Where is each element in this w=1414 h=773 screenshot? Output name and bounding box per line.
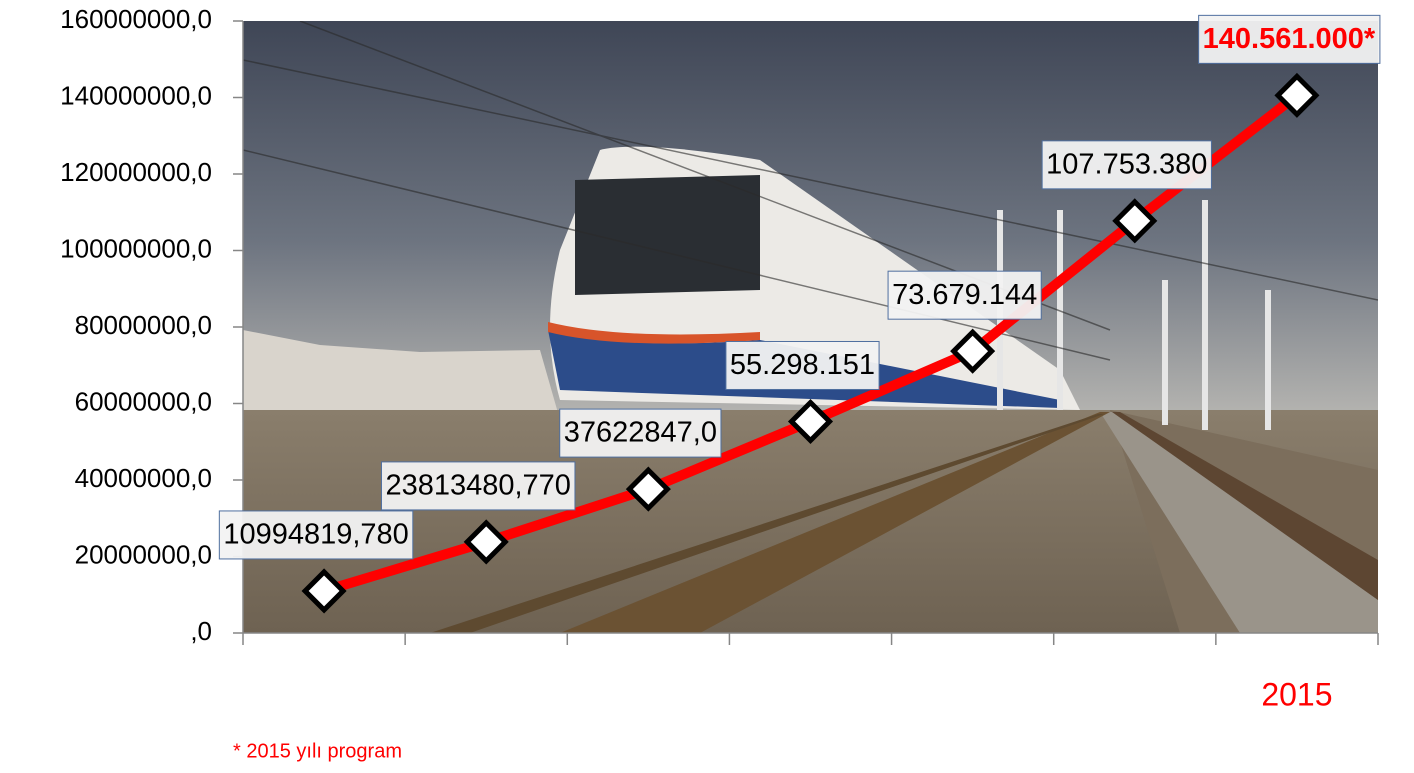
y-tick-label: 40000000,0 (75, 463, 212, 493)
y-tick-label: 80000000,0 (75, 310, 212, 340)
data-label-box (725, 340, 880, 390)
marker (787, 398, 834, 445)
data-label: 37622847,0 (559, 408, 722, 458)
y-tick-label: 20000000,0 (75, 539, 212, 569)
footnote: * 2015 yılı program (233, 740, 402, 762)
marker (301, 568, 347, 614)
y-tick-label: 60000000,0 (75, 386, 212, 416)
data-label-box (887, 270, 1042, 320)
data-label-box (1041, 140, 1212, 190)
data-label-box (218, 510, 414, 560)
data-label: 73.679.144 (887, 270, 1042, 320)
data-label-text: 107.753.380 (1046, 148, 1207, 180)
data-label-text: 10994819,780 (223, 519, 408, 551)
y-tick-label: 120000000,0 (60, 157, 212, 187)
data-label-box (1198, 14, 1381, 64)
data-label-box (380, 461, 576, 511)
data-label-box (559, 408, 722, 458)
data-label: 23813480,770 (380, 461, 576, 511)
data-label-text: 73.679.144 (892, 279, 1037, 311)
data-label: 140.561.000* (1198, 14, 1381, 64)
y-tick-label: ,0 (190, 616, 212, 646)
marker (625, 466, 671, 512)
data-label-text: 37622847,0 (564, 417, 717, 449)
data-label: 10994819,780 (218, 510, 414, 560)
y-tick-label: 100000000,0 (60, 233, 212, 263)
y-tick-label: 160000000,0 (60, 4, 212, 34)
marker (950, 328, 996, 374)
marker (463, 519, 509, 565)
data-label: 107.753.380 (1041, 140, 1212, 190)
data-label-text: 55.298.151 (730, 349, 875, 381)
data-label-text: 140.561.000* (1203, 23, 1376, 55)
data-label: 55.298.151 (725, 340, 880, 390)
background-photo (243, 21, 1378, 633)
x-tick-label: 2015 (1261, 676, 1332, 712)
y-tick-label: 140000000,0 (60, 80, 212, 110)
marker (1112, 198, 1158, 244)
data-label-text: 23813480,770 (385, 470, 570, 502)
marker (1274, 72, 1320, 118)
